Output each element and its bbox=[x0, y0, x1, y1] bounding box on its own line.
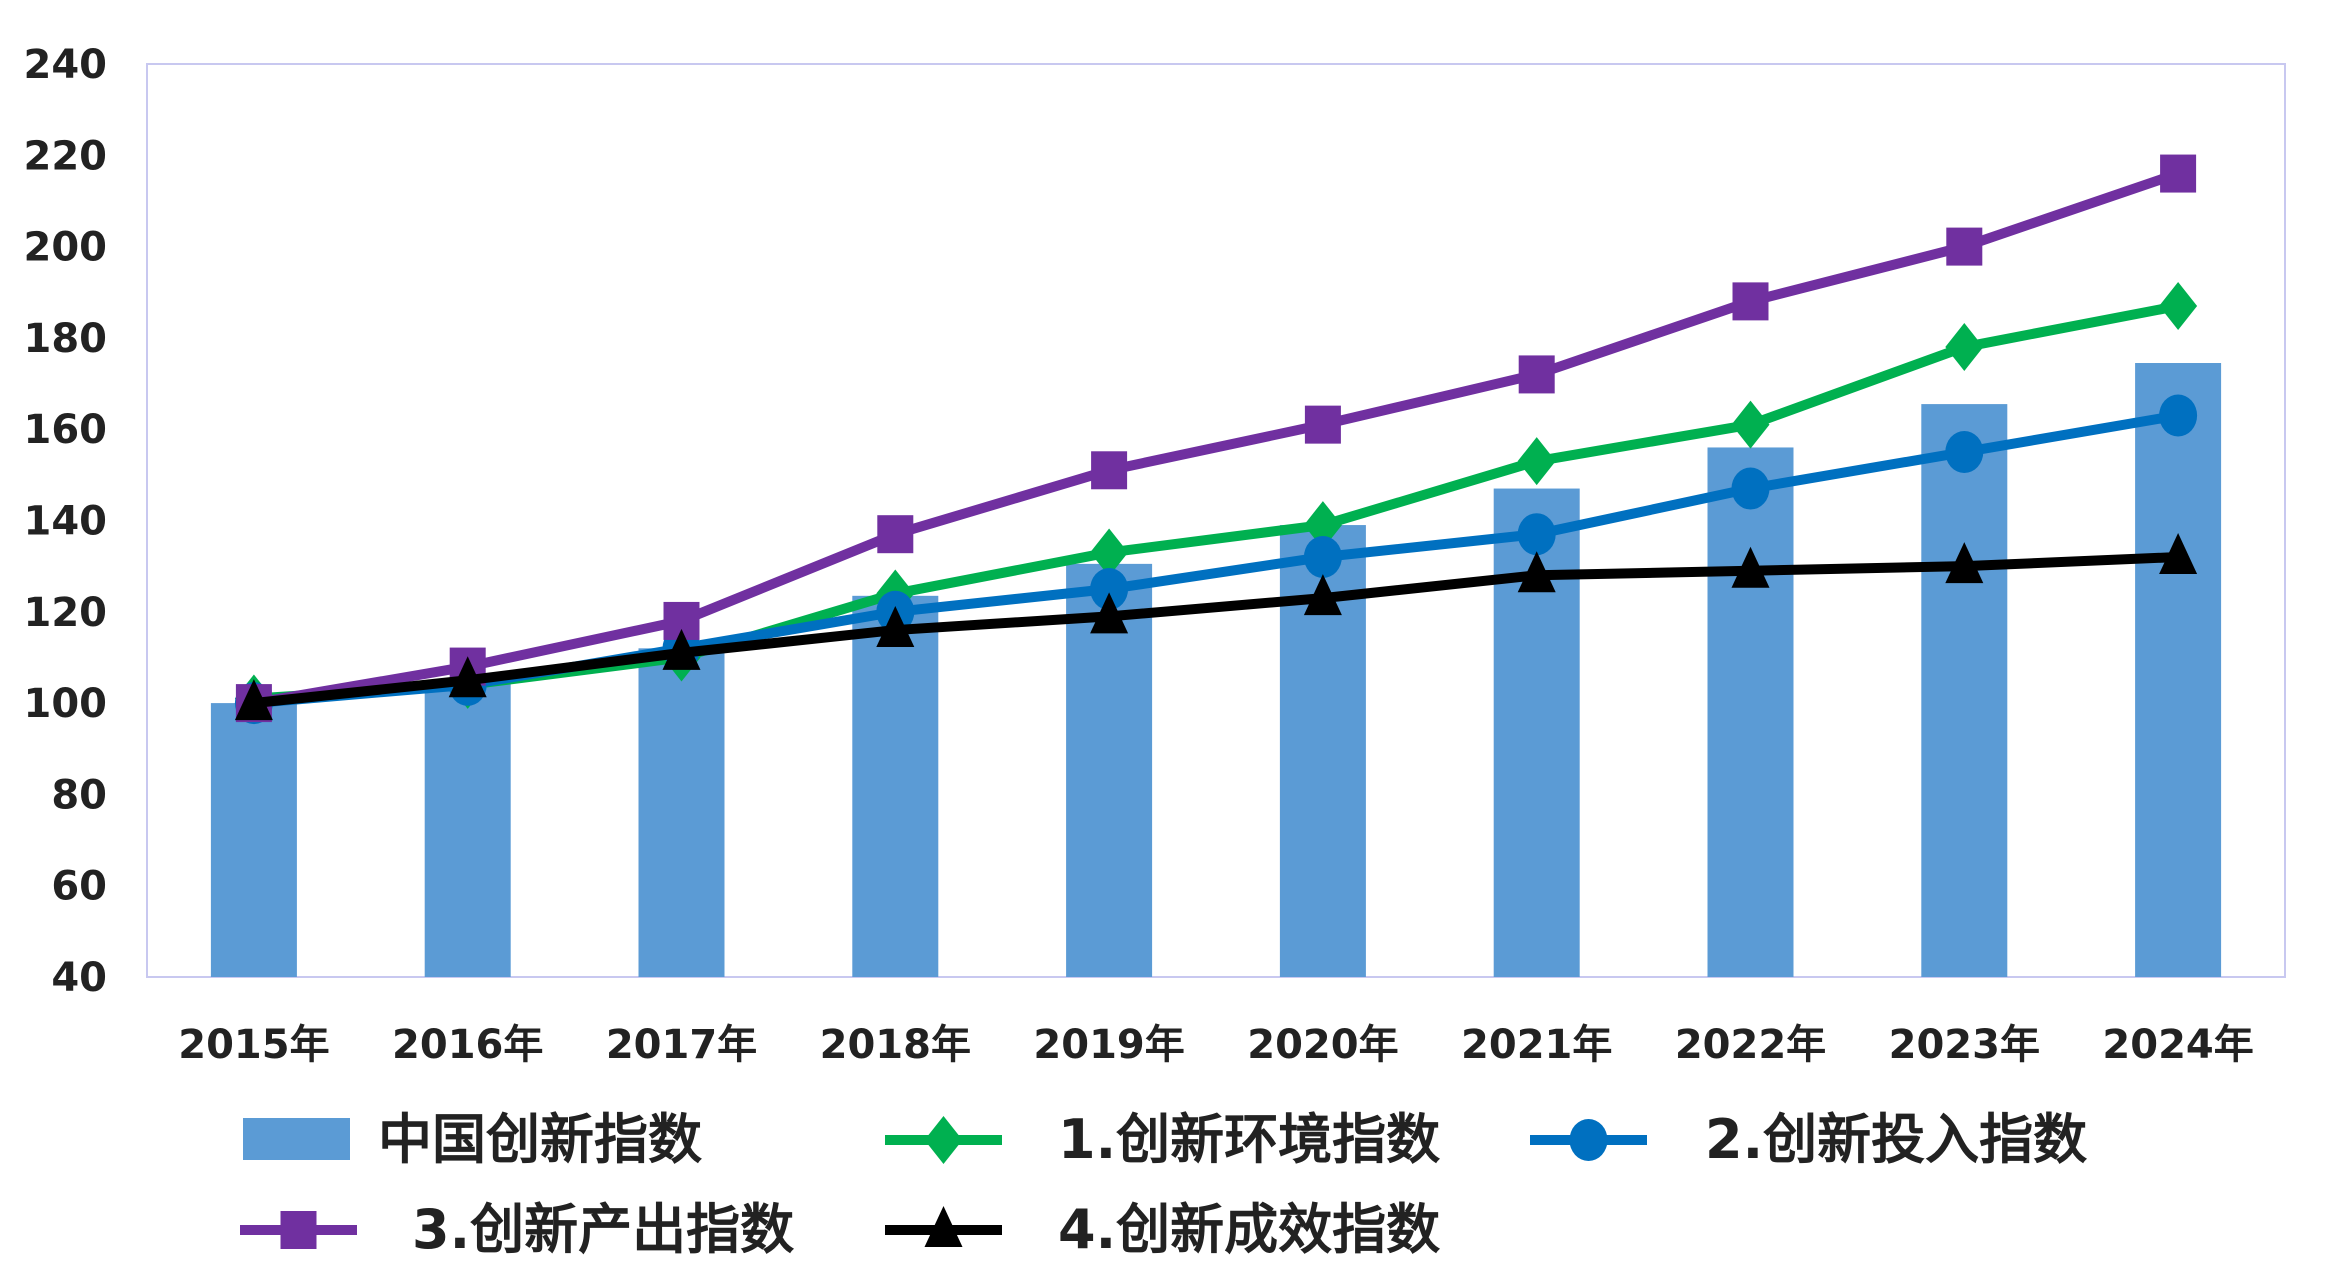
series-line bbox=[253, 301, 2180, 704]
legend-label: 4.创新成效指数 bbox=[1058, 1198, 1440, 1261]
series-square bbox=[235, 154, 2197, 723]
diamond-marker bbox=[1090, 528, 1129, 577]
legend: 中国创新指数 1.创新环境指数 2.创新投入指数 3.创新产出指数 4.创新成效… bbox=[240, 1108, 2087, 1261]
diamond-marker bbox=[2159, 281, 2198, 330]
legend-swatch-bar bbox=[243, 1118, 350, 1160]
diamond-marker bbox=[1945, 323, 1984, 372]
square-marker bbox=[1732, 282, 1769, 321]
x-tick-label: 2021年 bbox=[1461, 1022, 1612, 1068]
x-tick-label: 2017年 bbox=[606, 1022, 757, 1068]
y-tick-label: 220 bbox=[24, 133, 108, 179]
square-marker bbox=[1304, 405, 1341, 444]
y-tick-label: 40 bbox=[51, 955, 107, 1001]
diamond-marker bbox=[1303, 501, 1342, 550]
triangle-marker bbox=[876, 606, 915, 648]
x-tick-label: 2023年 bbox=[1889, 1022, 2040, 1068]
diamond-marker bbox=[924, 1116, 963, 1164]
y-tick-label: 140 bbox=[24, 499, 108, 545]
y-tick-label: 200 bbox=[24, 225, 108, 271]
y-tick-label: 60 bbox=[51, 864, 107, 910]
y-tick-label: 180 bbox=[24, 316, 108, 362]
circle-marker bbox=[1090, 567, 1129, 610]
triangle-marker bbox=[1517, 551, 1556, 593]
triangle-marker bbox=[1945, 542, 1984, 584]
circle-marker bbox=[1945, 431, 1984, 474]
triangle-marker bbox=[234, 679, 273, 721]
series-line bbox=[253, 552, 2179, 709]
y-tick-label: 240 bbox=[24, 42, 108, 88]
y-tick-label: 80 bbox=[51, 772, 107, 818]
legend-label: 中国创新指数 bbox=[378, 1108, 702, 1171]
square-marker bbox=[280, 1211, 317, 1249]
bar bbox=[1707, 447, 1794, 978]
series-line bbox=[253, 168, 2180, 709]
square-marker bbox=[2160, 154, 2197, 193]
bar bbox=[2135, 363, 2222, 977]
triangle-marker bbox=[2159, 533, 2198, 575]
square-marker bbox=[1946, 227, 1983, 266]
x-tick-label: 2020年 bbox=[1247, 1022, 1398, 1068]
bar bbox=[1921, 404, 2008, 977]
square-marker bbox=[877, 515, 914, 554]
bar bbox=[424, 682, 511, 977]
plot-area-border bbox=[146, 63, 2286, 978]
diamond-marker bbox=[1731, 400, 1770, 449]
legend-label: 1.创新环境指数 bbox=[1058, 1108, 1440, 1171]
x-tick-label: 2015年 bbox=[178, 1022, 329, 1068]
triangle-marker bbox=[924, 1206, 963, 1247]
circle-marker bbox=[2159, 394, 2198, 437]
triangle-marker bbox=[1090, 592, 1129, 634]
legend-label: 3.创新产出指数 bbox=[412, 1198, 794, 1261]
triangle-marker bbox=[448, 656, 487, 698]
square-marker bbox=[1518, 355, 1555, 394]
x-tick-label: 2018年 bbox=[820, 1022, 971, 1068]
diamond-marker bbox=[1517, 437, 1556, 486]
x-tick-label: 2024年 bbox=[2102, 1022, 2253, 1068]
circle-marker bbox=[1517, 513, 1556, 556]
square-marker bbox=[1091, 451, 1128, 490]
circle-marker bbox=[1303, 536, 1342, 579]
triangle-marker bbox=[1303, 574, 1342, 616]
y-tick-label: 100 bbox=[24, 681, 108, 727]
x-tick-label: 2019年 bbox=[1033, 1022, 1184, 1068]
circle-marker bbox=[1731, 467, 1770, 510]
triangle-marker bbox=[662, 628, 701, 670]
y-tick-label: 120 bbox=[24, 590, 108, 636]
series-line bbox=[253, 410, 2179, 709]
x-tick-label: 2022年 bbox=[1675, 1022, 1826, 1068]
y-tick-label: 160 bbox=[24, 407, 108, 453]
bar bbox=[210, 703, 297, 977]
circle-marker bbox=[1569, 1119, 1608, 1161]
bar bbox=[638, 648, 725, 977]
x-tick-label: 2016年 bbox=[392, 1022, 543, 1068]
legend-label: 2.创新投入指数 bbox=[1705, 1108, 2087, 1171]
triangle-marker bbox=[1731, 546, 1770, 588]
bar bbox=[852, 595, 939, 977]
series-triangle bbox=[234, 533, 2198, 721]
